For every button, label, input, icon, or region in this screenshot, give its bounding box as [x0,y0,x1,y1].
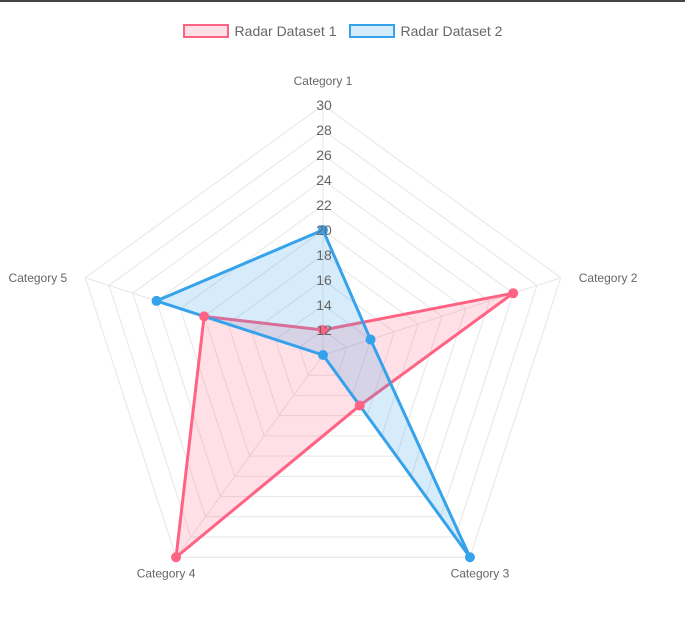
grid-ring-20 [203,229,443,457]
grid-ring-12 [298,329,348,376]
angle-line-4 [175,354,324,558]
data-point-dataset-2-category-1 [318,225,328,235]
point-label-category-4: Category 4 [137,566,196,580]
legend-label-dataset-1: Radar Dataset 1 [234,23,337,39]
grid-ring-26 [132,154,514,518]
top-border [0,0,685,2]
legend-label-dataset-2: Radar Dataset 2 [400,23,503,39]
data-point-dataset-2-category-3 [464,552,475,563]
legend-swatch-dataset-2 [348,24,395,38]
tick-label-24: 24 [316,172,332,188]
tick-label-22: 22 [316,197,332,213]
tick-label-28: 28 [316,122,332,138]
tick-label-14: 14 [316,297,332,313]
data-point-dataset-1-category-1 [318,325,328,335]
data-point-dataset-1-category-3 [354,400,365,411]
tick-label-30: 30 [316,97,332,113]
point-labels: Category 1 Category 2 Category 3 Category 4… [9,74,638,580]
radar-series [151,225,519,563]
legend-item-dataset-1[interactable]: Radar Dataset 1 [182,23,337,39]
tick-label-16: 16 [316,272,332,288]
legend-swatch-dataset-1 [182,24,229,38]
point-label-category-3: Category 3 [451,566,510,580]
angle-line-2 [322,277,561,356]
grid-ring-28 [108,129,538,538]
data-point-dataset-2-category-5 [151,295,162,306]
data-point-dataset-2-category-2 [365,334,376,345]
grid-ring-22 [179,204,467,477]
point-label-category-5: Category 5 [9,271,68,285]
chart-legend: Radar Dataset 1 Radar Dataset 2 [0,19,685,43]
data-point-dataset-1-category-4 [171,552,182,563]
series-area-dataset-2 [155,228,472,559]
grid-ring-30 [84,104,562,558]
point-label-category-1: Category 1 [294,74,353,88]
grid-ring-14 [274,304,372,396]
series-area-dataset-1 [174,291,515,559]
data-point-dataset-1-category-5 [199,311,210,322]
tick-label-18: 18 [316,247,332,263]
legend-item-dataset-2[interactable]: Radar Dataset 2 [348,23,503,39]
tick-label-12: 12 [316,322,332,338]
tick-label-20: 20 [316,222,332,238]
radial-tick-labels: 12 14 16 18 20 22 24 26 28 30 [316,97,332,338]
data-point-dataset-1-category-2 [508,288,519,299]
grid-ring-24 [155,179,491,498]
data-point-dataset-2-category-4 [318,350,328,360]
point-label-category-2: Category 2 [579,271,638,285]
tick-label-26: 26 [316,147,332,163]
